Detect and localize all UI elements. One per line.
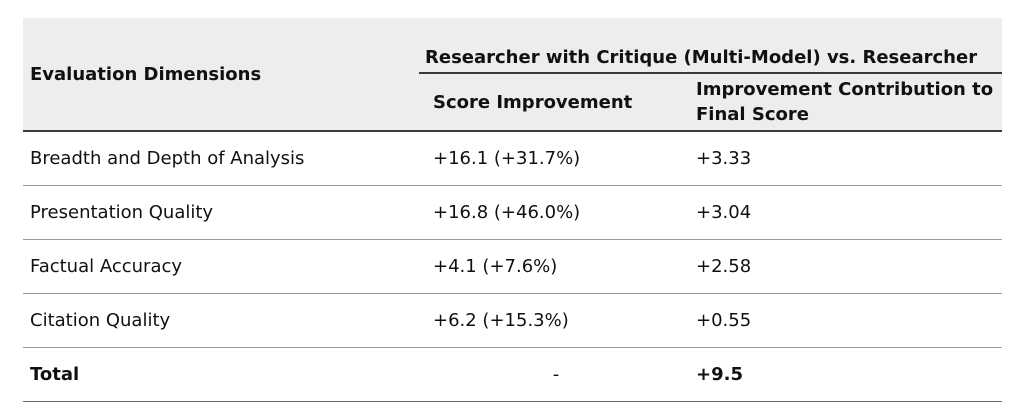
header-score-improvement: Score Improvement xyxy=(419,73,693,132)
cell-score-improvement: +16.8 (+46.0%) xyxy=(419,185,693,240)
cell-score-improvement: +6.2 (+15.3%) xyxy=(419,293,693,348)
results-table: Evaluation Dimensions Researcher with Cr… xyxy=(23,18,1003,402)
cell-dimension: Citation Quality xyxy=(23,293,419,348)
table-row: Citation Quality +6.2 (+15.3%) +0.55 xyxy=(23,293,1003,348)
cell-dimension: Breadth and Depth of Analysis xyxy=(23,131,419,186)
table-header: Evaluation Dimensions Researcher with Cr… xyxy=(23,18,1003,132)
cell-contribution: +3.33 xyxy=(693,131,1003,186)
table-row: Presentation Quality +16.8 (+46.0%) +3.0… xyxy=(23,185,1003,240)
total-contribution: +9.5 xyxy=(693,347,1003,402)
table-row: Breadth and Depth of Analysis +16.1 (+31… xyxy=(23,131,1003,186)
cell-score-improvement: +16.1 (+31.7%) xyxy=(419,131,693,186)
table-body: Breadth and Depth of Analysis +16.1 (+31… xyxy=(23,131,1003,402)
cell-dimension: Factual Accuracy xyxy=(23,239,419,294)
cell-contribution: +3.04 xyxy=(693,185,1003,240)
header-evaluation-dimensions: Evaluation Dimensions xyxy=(23,18,419,132)
cell-contribution: +0.55 xyxy=(693,293,1003,348)
cell-dimension: Presentation Quality xyxy=(23,185,419,240)
header-improvement-contribution: Improvement Contribution to Final Score xyxy=(693,73,1003,132)
header-row-sub: Score Improvement Improvement Contributi… xyxy=(23,73,1003,132)
cell-score-improvement: +4.1 (+7.6%) xyxy=(419,239,693,294)
header-row-top: Evaluation Dimensions Researcher with Cr… xyxy=(23,18,1003,132)
header-comparison-group: Researcher with Critique (Multi-Model) v… xyxy=(419,18,1003,74)
table-row: Factual Accuracy +4.1 (+7.6%) +2.58 xyxy=(23,239,1003,294)
total-score-improvement: - xyxy=(419,347,693,402)
total-row: Total - +9.5 xyxy=(23,347,1003,402)
cell-contribution: +2.58 xyxy=(693,239,1003,294)
results-table-container: Evaluation Dimensions Researcher with Cr… xyxy=(23,18,1003,402)
total-label: Total xyxy=(23,347,419,402)
